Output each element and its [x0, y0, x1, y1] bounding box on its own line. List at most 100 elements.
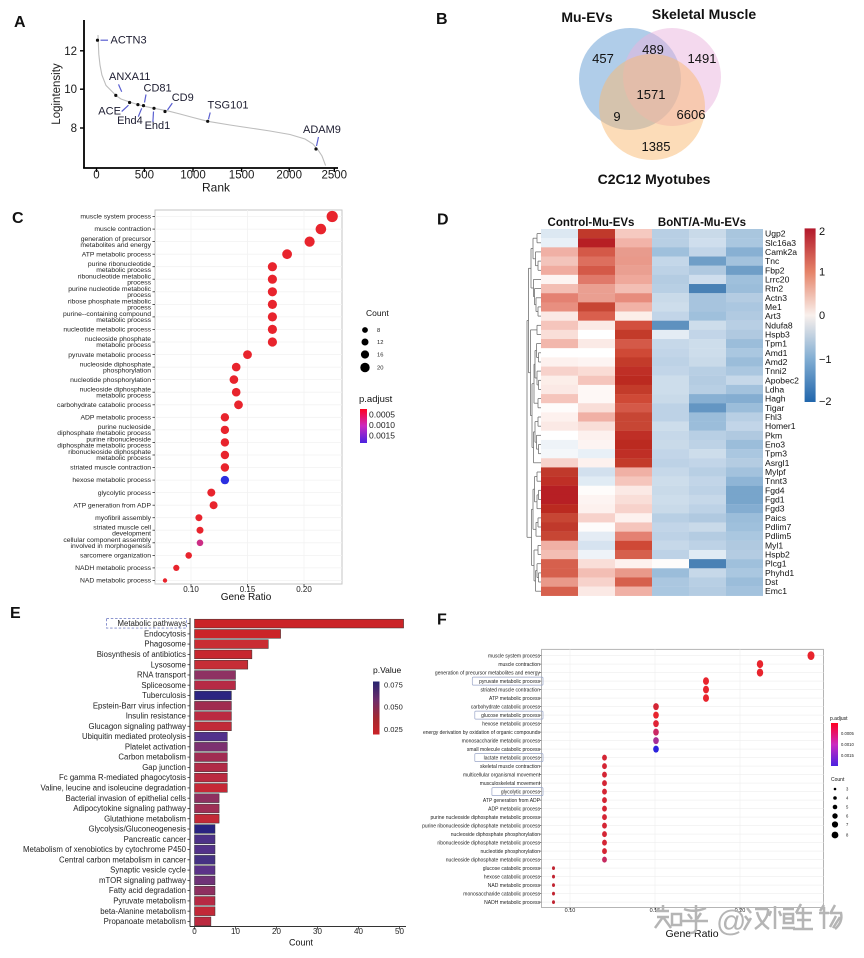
svg-text:B: B	[436, 11, 448, 28]
svg-text:metabolic process: metabolic process	[96, 392, 151, 399]
svg-text:cellular component assembly: cellular component assembly	[63, 537, 151, 544]
svg-text:glycolytic process: glycolytic process	[501, 789, 541, 795]
svg-text:2000: 2000	[276, 170, 302, 182]
svg-text:Fhl3: Fhl3	[765, 412, 782, 422]
svg-text:process: process	[127, 305, 151, 312]
svg-text:purine nucleoside diphosphate: purine nucleoside diphosphate metabolic …	[430, 815, 540, 821]
svg-text:457: 457	[592, 51, 614, 66]
svg-text:muscle system process: muscle system process	[80, 214, 151, 221]
svg-text:40: 40	[354, 927, 363, 936]
svg-text:Count: Count	[289, 938, 314, 948]
svg-text:pyruvate metabolic process: pyruvate metabolic process	[479, 679, 540, 685]
svg-text:489: 489	[642, 42, 664, 57]
svg-text:0: 0	[819, 310, 825, 322]
svg-text:Myl1: Myl1	[765, 540, 783, 550]
svg-text:Adipocytokine signaling pathwa: Adipocytokine signaling pathway	[73, 804, 186, 813]
svg-text:Tnnt3: Tnnt3	[765, 476, 787, 486]
svg-text:Ugp2: Ugp2	[765, 229, 786, 239]
svg-text:10: 10	[231, 927, 240, 936]
svg-text:Propanoate metabolism: Propanoate metabolism	[104, 917, 186, 926]
svg-text:0.0005: 0.0005	[841, 731, 854, 736]
svg-text:carbohydrate catabolic process: carbohydrate catabolic process	[471, 704, 541, 710]
svg-text:0.0010: 0.0010	[841, 742, 854, 747]
svg-text:Pyruvate metabolism: Pyruvate metabolism	[113, 897, 186, 906]
svg-text:ADP metabolic process: ADP metabolic process	[488, 806, 540, 812]
svg-text:Metabolism of xenobiotics by c: Metabolism of xenobiotics by cytochrome …	[23, 845, 187, 854]
svg-text:Biosynthesis of antibiotics: Biosynthesis of antibiotics	[97, 650, 186, 659]
svg-text:7: 7	[846, 822, 849, 827]
svg-text:Metabolic pathways: Metabolic pathways	[118, 619, 187, 628]
svg-text:A: A	[14, 14, 26, 31]
svg-text:−2: −2	[819, 396, 832, 408]
svg-text:nucleoside diphosphate metabol: nucleoside diphosphate metabolic process	[446, 857, 541, 863]
svg-text:Pancreatic cancer: Pancreatic cancer	[124, 835, 187, 844]
svg-text:ribose phosphate metabolic: ribose phosphate metabolic	[68, 299, 152, 306]
svg-text:10: 10	[64, 84, 77, 96]
svg-text:0.025: 0.025	[384, 725, 403, 734]
svg-text:purine ribonucleoside: purine ribonucleoside	[86, 437, 151, 444]
svg-text:Gene Ratio: Gene Ratio	[221, 592, 272, 603]
svg-text:nucleoside diphosphate: nucleoside diphosphate	[80, 361, 152, 368]
svg-text:purine ribonucleoside diphosph: purine ribonucleoside diphosphate metabo…	[422, 823, 540, 829]
svg-text:6606: 6606	[677, 107, 706, 122]
svg-text:5: 5	[846, 805, 849, 810]
svg-text:NAD metabolic process: NAD metabolic process	[488, 883, 541, 889]
svg-text:phosphorylation: phosphorylation	[103, 367, 151, 374]
svg-text:0.20: 0.20	[735, 908, 746, 914]
svg-text:striated muscle cell: striated muscle cell	[93, 525, 151, 532]
svg-text:0.15: 0.15	[240, 585, 256, 594]
svg-text:Carbon metabolism: Carbon metabolism	[118, 753, 186, 762]
svg-text:E: E	[10, 605, 21, 622]
svg-text:1: 1	[819, 267, 825, 279]
svg-text:ADAM9: ADAM9	[303, 124, 341, 136]
svg-text:Spliceosome: Spliceosome	[141, 681, 186, 690]
svg-text:Plcg1: Plcg1	[765, 559, 787, 569]
svg-text:Lysosome: Lysosome	[151, 660, 186, 669]
svg-text:Tpm1: Tpm1	[765, 339, 787, 349]
svg-text:20: 20	[272, 927, 281, 936]
svg-text:1571: 1571	[637, 87, 666, 102]
svg-text:nucleoside diphosphate phospho: nucleoside diphosphate phosphorylation	[451, 832, 540, 838]
svg-text:NADH metabolic process: NADH metabolic process	[75, 565, 152, 572]
svg-text:multicellular organismal movem: multicellular organismal movement	[463, 772, 541, 778]
svg-text:Ldha: Ldha	[765, 385, 784, 395]
svg-text:1491: 1491	[688, 51, 717, 66]
svg-text:metabolic process: metabolic process	[96, 267, 151, 274]
svg-text:nucleotide phosphorylation: nucleotide phosphorylation	[481, 849, 541, 855]
svg-text:Homer1: Homer1	[765, 421, 796, 431]
svg-text:Actn3: Actn3	[765, 293, 787, 303]
svg-text:Valine, leucine and isoleucine: Valine, leucine and isoleucine degradati…	[40, 784, 186, 793]
svg-text:Hspb3: Hspb3	[765, 330, 790, 340]
svg-text:0.10: 0.10	[565, 908, 576, 914]
svg-text:NADH metabolic process: NADH metabolic process	[484, 900, 540, 906]
svg-text:sarcomere organization: sarcomere organization	[80, 553, 151, 560]
svg-text:development: development	[112, 531, 151, 538]
svg-text:0: 0	[93, 170, 99, 182]
svg-text:Camk2a: Camk2a	[765, 247, 797, 257]
svg-text:Art3: Art3	[765, 311, 781, 321]
svg-text:0: 0	[192, 927, 197, 936]
svg-text:monosaccharide catabolic proce: monosaccharide catabolic process	[463, 891, 540, 897]
svg-text:Tnni2: Tnni2	[765, 366, 787, 376]
svg-text:mTOR signaling pathway: mTOR signaling pathway	[99, 876, 186, 885]
svg-text:D: D	[437, 212, 449, 229]
svg-text:ATP metabolic process: ATP metabolic process	[489, 696, 540, 702]
svg-text:Fgd1: Fgd1	[765, 495, 785, 505]
svg-text:Apobec2: Apobec2	[765, 375, 799, 385]
svg-text:Fc gamma R-mediated phagocytos: Fc gamma R-mediated phagocytosis	[59, 773, 186, 782]
svg-text:0.15: 0.15	[650, 908, 661, 914]
svg-text:Count: Count	[831, 777, 845, 783]
svg-text:1500: 1500	[229, 170, 255, 182]
svg-text:ACE: ACE	[98, 106, 121, 118]
svg-text:9: 9	[613, 109, 620, 124]
svg-text:C: C	[12, 210, 24, 227]
svg-text:process: process	[127, 292, 151, 299]
svg-text:Logintensity: Logintensity	[51, 63, 63, 125]
svg-text:2: 2	[819, 226, 825, 238]
svg-text:Ehd1: Ehd1	[145, 120, 171, 132]
svg-text:Glycolysis/Gluconeogenesis: Glycolysis/Gluconeogenesis	[88, 825, 186, 834]
svg-text:hexose metabolic process: hexose metabolic process	[72, 477, 151, 484]
svg-text:Endocytosis: Endocytosis	[144, 630, 186, 639]
svg-text:striated muscle contraction: striated muscle contraction	[481, 687, 541, 693]
svg-text:6: 6	[846, 814, 849, 819]
